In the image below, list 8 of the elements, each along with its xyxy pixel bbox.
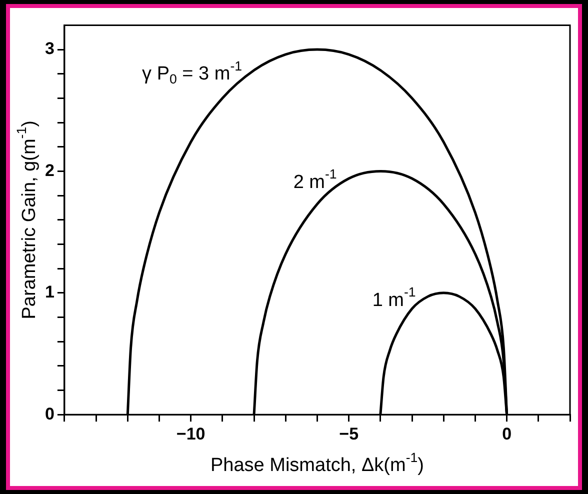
y-tick-label: 2 <box>44 160 54 180</box>
y-axis-title: Parametric Gain, g(m-1) <box>14 120 40 320</box>
y-tick-label: 3 <box>44 39 54 58</box>
x-tick-label: −10 <box>176 424 206 444</box>
y-tick-label: 1 <box>44 282 54 302</box>
x-tick-label: −5 <box>339 424 359 444</box>
y-tick-label: 0 <box>44 404 54 424</box>
x-tick-label: 0 <box>502 424 512 444</box>
